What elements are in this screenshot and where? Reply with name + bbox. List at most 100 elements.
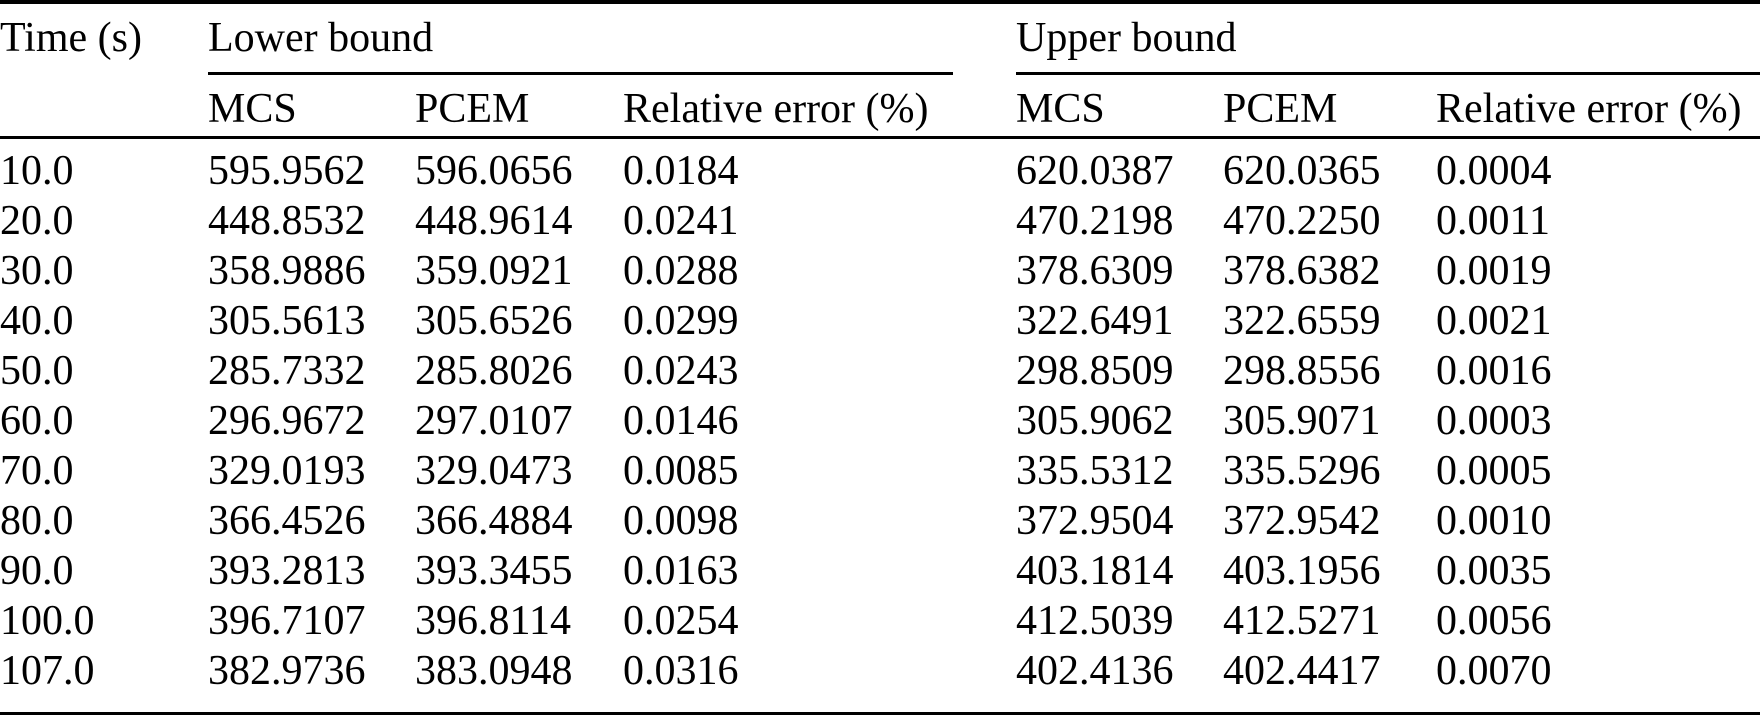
cell-upper-pcem: 412.5271 [1223,598,1381,644]
subheader-row: MCS PCEM Relative error (%) MCS PCEM Rel… [0,75,1760,139]
cell-lower-relative-error: 0.0243 [623,348,739,394]
cell-upper-mcs: 402.4136 [1016,648,1174,694]
cell-time: 107.0 [0,648,95,694]
cell-time: 60.0 [0,398,74,444]
cell-upper-relative-error: 0.0019 [1436,248,1552,294]
cell-lower-relative-error: 0.0146 [623,398,739,444]
cell-lower-relative-error: 0.0316 [623,648,739,694]
table-body: 10.0 595.9562 596.0656 0.0184 620.0387 6… [0,138,1760,714]
table-row: 30.0 358.9886 359.0921 0.0288 378.6309 3… [0,246,1760,296]
cell-upper-relative-error: 0.0003 [1436,398,1552,444]
subheader-upper-pcem: PCEM [1223,75,1437,139]
cell-lower-mcs: 329.0193 [208,448,366,494]
cell-upper-mcs: 335.5312 [1016,448,1174,494]
cell-lower-relative-error: 0.0254 [623,598,739,644]
cell-lower-pcem: 596.0656 [415,148,573,194]
cell-upper-relative-error: 0.0010 [1436,498,1552,544]
cell-lower-relative-error: 0.0163 [623,548,739,594]
table-row: 10.0 595.9562 596.0656 0.0184 620.0387 6… [0,138,1760,197]
cell-upper-pcem: 298.8556 [1223,348,1381,394]
subheader-lower-relative-error: Relative error (%) [623,75,1017,139]
cell-lower-pcem: 285.8026 [415,348,573,394]
cell-lower-pcem: 383.0948 [415,648,573,694]
cell-upper-relative-error: 0.0016 [1436,348,1552,394]
cell-lower-mcs: 393.2813 [208,548,366,594]
cell-upper-mcs: 298.8509 [1016,348,1174,394]
cell-upper-pcem: 335.5296 [1223,448,1381,494]
cell-lower-pcem: 297.0107 [415,398,573,444]
cell-lower-pcem: 366.4884 [415,498,573,544]
table-header: Time (s) Lower bound Upper bound MCS PCE… [0,2,1760,139]
column-header-time: Time (s) [0,2,208,139]
cell-lower-pcem: 393.3455 [415,548,573,594]
cell-time: 50.0 [0,348,74,394]
group-header-row: Time (s) Lower bound Upper bound [0,2,1760,139]
subheader-upper-mcs: MCS [1016,75,1224,139]
cell-upper-mcs: 378.6309 [1016,248,1174,294]
group-header-upper-bound-label: Upper bound [1016,13,1760,75]
group-header-upper-bound: Upper bound [1016,2,1760,75]
cell-lower-pcem: 396.8114 [415,598,571,644]
table-row: 90.0 393.2813 393.3455 0.0163 403.1814 4… [0,546,1760,596]
cell-upper-pcem: 305.9071 [1223,398,1381,444]
cell-lower-mcs: 448.8532 [208,198,366,244]
cell-lower-pcem: 329.0473 [415,448,573,494]
subheader-lower-mcs: MCS [208,75,415,139]
cell-time: 40.0 [0,298,74,344]
cell-upper-mcs: 372.9504 [1016,498,1174,544]
cell-lower-mcs: 358.9886 [208,248,366,294]
cell-time: 90.0 [0,548,74,594]
cell-lower-mcs: 285.7332 [208,348,366,394]
cell-upper-pcem: 378.6382 [1223,248,1381,294]
subheader-lower-pcem: PCEM [415,75,623,139]
cell-time: 30.0 [0,248,74,294]
cell-lower-relative-error: 0.0085 [623,448,739,494]
cell-lower-mcs: 382.9736 [208,648,366,694]
cell-upper-relative-error: 0.0005 [1436,448,1552,494]
cell-upper-pcem: 402.4417 [1223,648,1381,694]
group-header-lower-bound-label: Lower bound [208,13,954,75]
cell-upper-relative-error: 0.0021 [1436,298,1552,344]
cell-upper-mcs: 620.0387 [1016,148,1174,194]
table-row: 40.0 305.5613 305.6526 0.0299 322.6491 3… [0,296,1760,346]
subheader-upper-relative-error: Relative error (%) [1436,75,1760,139]
group-header-lower-bound: Lower bound [208,2,1016,75]
cell-lower-pcem: 448.9614 [415,198,573,244]
cell-upper-relative-error: 0.0035 [1436,548,1552,594]
cell-lower-mcs: 595.9562 [208,148,366,194]
cell-lower-pcem: 305.6526 [415,298,573,344]
cell-upper-mcs: 470.2198 [1016,198,1174,244]
cell-upper-pcem: 322.6559 [1223,298,1381,344]
cell-upper-mcs: 412.5039 [1016,598,1174,644]
cell-lower-relative-error: 0.0241 [623,198,739,244]
cell-lower-relative-error: 0.0299 [623,298,739,344]
cell-time: 100.0 [0,598,95,644]
table-row: 100.0 396.7107 396.8114 0.0254 412.5039 … [0,596,1760,646]
cell-lower-mcs: 366.4526 [208,498,366,544]
cell-upper-relative-error: 0.0011 [1436,198,1550,244]
cell-time: 20.0 [0,198,74,244]
cell-lower-relative-error: 0.0184 [623,148,739,194]
table-row: 20.0 448.8532 448.9614 0.0241 470.2198 4… [0,196,1760,246]
cell-upper-relative-error: 0.0070 [1436,648,1552,694]
cell-lower-mcs: 296.9672 [208,398,366,444]
cell-lower-mcs: 305.5613 [208,298,366,344]
cell-upper-pcem: 470.2250 [1223,198,1381,244]
table-row: 70.0 329.0193 329.0473 0.0085 335.5312 3… [0,446,1760,496]
cell-upper-pcem: 620.0365 [1223,148,1381,194]
table-row: 107.0 382.9736 383.0948 0.0316 402.4136 … [0,646,1760,714]
cell-lower-relative-error: 0.0098 [623,498,739,544]
cell-upper-mcs: 403.1814 [1016,548,1174,594]
cell-upper-pcem: 403.1956 [1223,548,1381,594]
cell-upper-mcs: 322.6491 [1016,298,1174,344]
cell-lower-mcs: 396.7107 [208,598,366,644]
table-row: 50.0 285.7332 285.8026 0.0243 298.8509 2… [0,346,1760,396]
cell-upper-pcem: 372.9542 [1223,498,1381,544]
cell-upper-relative-error: 0.0004 [1436,148,1552,194]
cell-upper-relative-error: 0.0056 [1436,598,1552,644]
cell-upper-mcs: 305.9062 [1016,398,1174,444]
cell-time: 10.0 [0,148,74,194]
cell-time: 70.0 [0,448,74,494]
